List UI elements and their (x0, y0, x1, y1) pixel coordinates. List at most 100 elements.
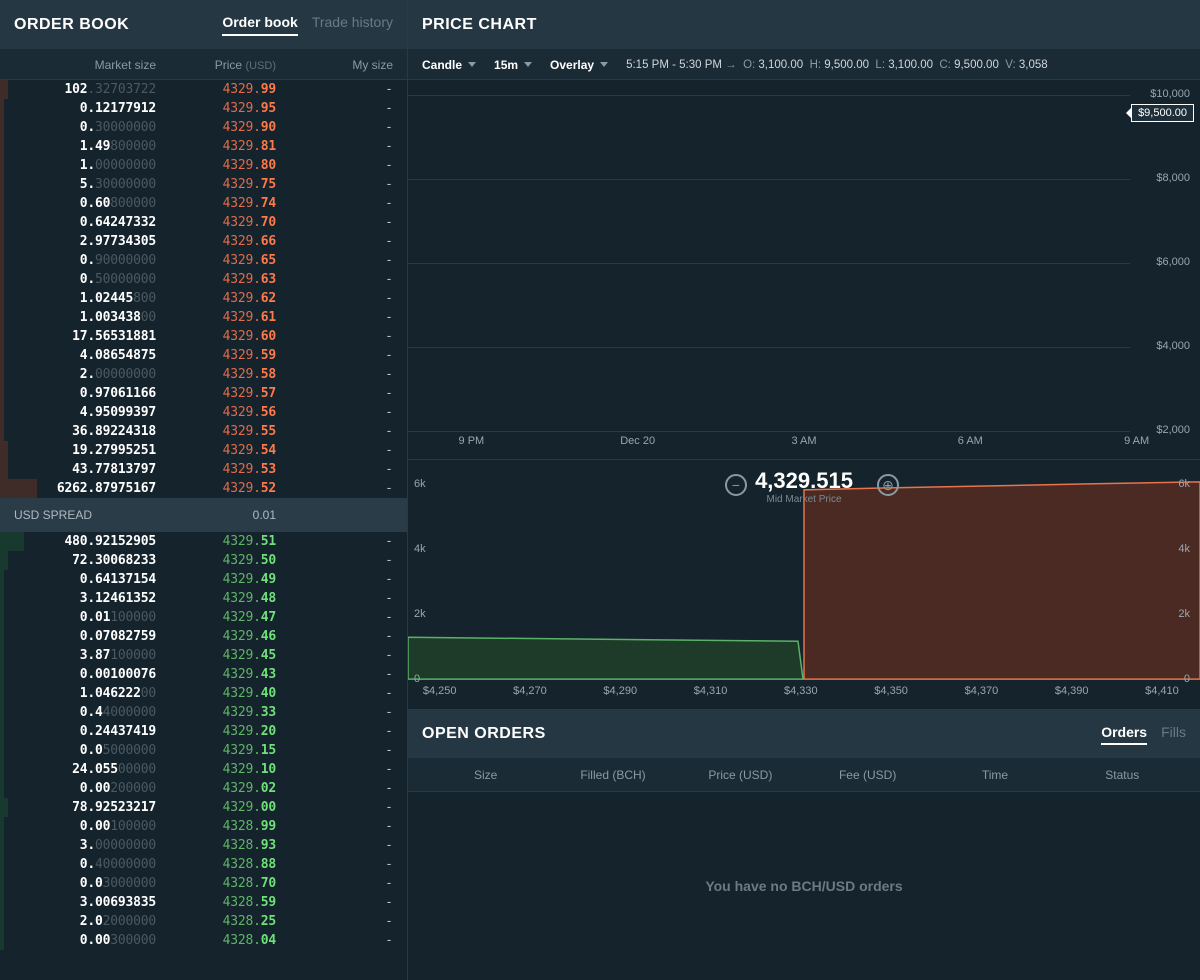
x-tick: Dec 20 (620, 435, 655, 447)
x-tick: 9 AM (1124, 435, 1149, 447)
x-tick: $4,250 (423, 685, 457, 697)
order-row[interactable]: 0.002000004329.02- (0, 779, 407, 798)
chart-toolbar: Candle 15m Overlay 5:15 PM - 5:30 PM → O… (408, 50, 1200, 80)
col-status: Status (1059, 768, 1186, 782)
price-tag: $9,500.00 (1131, 104, 1194, 122)
order-row[interactable]: 1.024458004329.62- (0, 289, 407, 308)
order-row[interactable]: 0.400000004328.88- (0, 855, 407, 874)
chevron-down-icon (600, 62, 608, 67)
order-row[interactable]: 0.500000004329.63- (0, 270, 407, 289)
chart-type-select[interactable]: Candle (422, 58, 476, 72)
x-tick: 3 AM (791, 435, 816, 447)
order-row[interactable]: 2.000000004329.58- (0, 365, 407, 384)
order-row[interactable]: 0.440000004329.33- (0, 703, 407, 722)
depth-chart[interactable]: − 4,329.515 Mid Market Price ⊕ 6k 4k 2k 0 6k… (408, 460, 1200, 710)
order-row[interactable]: 2.020000004328.25- (0, 912, 407, 931)
zoom-in-button[interactable]: ⊕ (877, 474, 899, 496)
spread-value: 0.01 (156, 508, 276, 522)
y-tick: $6,000 (1156, 256, 1190, 268)
order-row[interactable]: 480.921529054329.51- (0, 532, 407, 551)
order-row[interactable]: 0.300000004329.90- (0, 118, 407, 137)
order-book-tabs: Order book Trade history (222, 14, 393, 36)
mid-price-value: 4,329.515 (755, 468, 853, 494)
open-orders-header: OPEN ORDERS Orders Fills (408, 710, 1200, 758)
tab-orders[interactable]: Orders (1101, 724, 1147, 745)
order-book-title: ORDER BOOK (14, 16, 129, 34)
x-tick: $4,410 (1145, 685, 1179, 697)
y-tick: 2k (414, 608, 426, 620)
col-fee: Fee (USD) (804, 768, 931, 782)
chart-header: PRICE CHART (408, 0, 1200, 50)
order-row[interactable]: 3.124613524329.48- (0, 589, 407, 608)
order-row[interactable]: 0.900000004329.65- (0, 251, 407, 270)
asks-list: 102.327037224329.99-0.121779124329.95-0.… (0, 80, 407, 498)
col-my-size: My size (276, 58, 393, 72)
col-filled: Filled (BCH) (549, 768, 676, 782)
col-price: Price (USD) (156, 58, 276, 72)
order-row[interactable]: 0.070827594329.46- (0, 627, 407, 646)
y-tick: 2k (1178, 608, 1190, 620)
x-tick: $4,390 (1055, 685, 1089, 697)
y-tick: 0 (1184, 673, 1190, 685)
order-row[interactable]: 5.300000004329.75- (0, 175, 407, 194)
order-row[interactable]: 3.006938354328.59- (0, 893, 407, 912)
y-tick: 4k (1178, 543, 1190, 555)
order-book-body: 102.327037224329.99-0.121779124329.95-0.… (0, 80, 407, 980)
order-row[interactable]: 19.279952514329.54- (0, 441, 407, 460)
mid-price: 4,329.515 Mid Market Price (755, 468, 853, 505)
y-tick: 6k (1178, 478, 1190, 490)
order-row[interactable]: 0.001000004328.99- (0, 817, 407, 836)
order-row[interactable]: 36.892243184329.55- (0, 422, 407, 441)
chevron-down-icon (524, 62, 532, 67)
y-tick: $8,000 (1156, 172, 1190, 184)
chart-interval-select[interactable]: 15m (494, 58, 532, 72)
order-row[interactable]: 1.000000004329.80- (0, 156, 407, 175)
tab-fills[interactable]: Fills (1161, 724, 1186, 745)
order-row[interactable]: 78.925232174329.00- (0, 798, 407, 817)
open-orders-title: OPEN ORDERS (422, 725, 546, 743)
order-row[interactable]: 0.011000004329.47- (0, 608, 407, 627)
order-row[interactable]: 43.778137974329.53- (0, 460, 407, 479)
spread-label: USD SPREAD (14, 508, 156, 522)
order-row[interactable]: 4.950993974329.56- (0, 403, 407, 422)
open-orders-columns: Size Filled (BCH) Price (USD) Fee (USD) … (408, 758, 1200, 792)
zoom-out-button[interactable]: − (725, 474, 747, 496)
y-tick: 6k (414, 478, 426, 490)
x-tick: $4,330 (784, 685, 818, 697)
order-row[interactable]: 4.086548754329.59- (0, 346, 407, 365)
order-row[interactable]: 0.970611664329.57- (0, 384, 407, 403)
tab-trade-history[interactable]: Trade history (312, 14, 393, 36)
open-orders-empty: You have no BCH/USD orders (408, 792, 1200, 980)
order-row[interactable]: 17.565318814329.60- (0, 327, 407, 346)
order-row[interactable]: 0.121779124329.95- (0, 99, 407, 118)
order-row[interactable]: 1.003438004329.61- (0, 308, 407, 327)
order-row[interactable]: 3.000000004328.93- (0, 836, 407, 855)
order-row[interactable]: 6262.879751674329.52- (0, 479, 407, 498)
order-row[interactable]: 1.498000004329.81- (0, 137, 407, 156)
price-chart[interactable]: $9,500.00 $10,000$8,000$6,000$4,000$2,00… (408, 80, 1200, 460)
order-row[interactable]: 102.327037224329.99- (0, 80, 407, 99)
order-book-header: ORDER BOOK Order book Trade history (0, 0, 407, 50)
order-row[interactable]: 0.001000764329.43- (0, 665, 407, 684)
order-row[interactable]: 0.642473324329.70- (0, 213, 407, 232)
chart-overlay-select[interactable]: Overlay (550, 58, 608, 72)
order-row[interactable]: 72.300682334329.50- (0, 551, 407, 570)
order-row[interactable]: 0.050000004329.15- (0, 741, 407, 760)
ohlc-readout: 5:15 PM - 5:30 PM → O: 3,100.00 H: 9,500… (626, 59, 1048, 71)
open-orders-tabs: Orders Fills (1101, 724, 1186, 745)
col-time: Time (931, 768, 1058, 782)
order-row[interactable]: 0.608000004329.74- (0, 194, 407, 213)
y-tick: 0 (414, 673, 420, 685)
chevron-down-icon (468, 62, 476, 67)
order-row[interactable]: 0.030000004328.70- (0, 874, 407, 893)
tab-order-book[interactable]: Order book (222, 14, 297, 36)
order-row[interactable]: 1.046222004329.40- (0, 684, 407, 703)
x-tick: $4,270 (513, 685, 547, 697)
order-row[interactable]: 0.641371544329.49- (0, 570, 407, 589)
order-row[interactable]: 0.003000004328.04- (0, 931, 407, 950)
order-row[interactable]: 0.244374194329.20- (0, 722, 407, 741)
y-tick: $4,000 (1156, 340, 1190, 352)
order-row[interactable]: 2.977343054329.66- (0, 232, 407, 251)
order-row[interactable]: 3.871000004329.45- (0, 646, 407, 665)
order-row[interactable]: 24.055000004329.10- (0, 760, 407, 779)
